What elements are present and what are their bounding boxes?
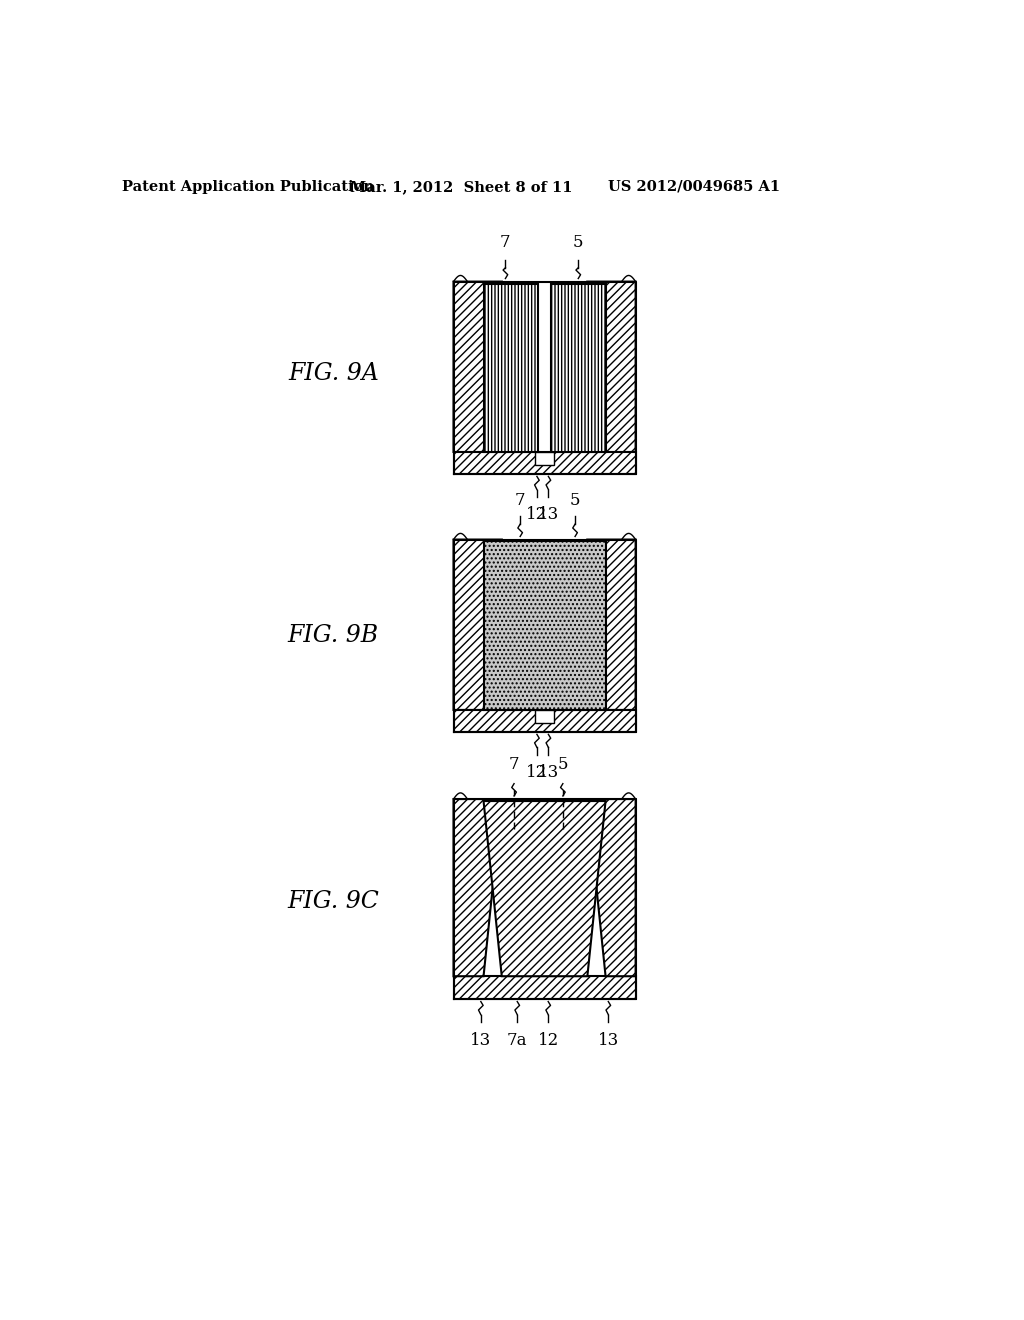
Bar: [483, 284, 539, 451]
Bar: [454, 451, 636, 474]
Text: 5: 5: [573, 234, 584, 251]
Text: 5: 5: [558, 756, 568, 774]
Text: 7: 7: [515, 492, 525, 508]
Polygon shape: [454, 281, 502, 451]
Polygon shape: [588, 540, 636, 710]
Text: 13: 13: [538, 507, 559, 524]
Polygon shape: [454, 540, 502, 710]
Text: FIG. 9B: FIG. 9B: [288, 624, 379, 647]
Text: US 2012/0049685 A1: US 2012/0049685 A1: [607, 180, 780, 194]
Text: 12: 12: [538, 1032, 559, 1048]
Polygon shape: [588, 281, 636, 451]
Bar: [483, 541, 605, 710]
Text: 12: 12: [526, 507, 548, 524]
Text: FIG. 9C: FIG. 9C: [288, 890, 379, 913]
Text: 5: 5: [569, 492, 581, 508]
Bar: [535, 451, 554, 465]
Text: 7: 7: [500, 234, 511, 251]
Text: 13: 13: [538, 764, 559, 781]
Text: Patent Application Publication: Patent Application Publication: [122, 180, 374, 194]
Text: Mar. 1, 2012  Sheet 8 of 11: Mar. 1, 2012 Sheet 8 of 11: [350, 180, 572, 194]
Polygon shape: [588, 799, 636, 977]
Bar: [454, 710, 636, 733]
Text: 12: 12: [526, 764, 548, 781]
Polygon shape: [454, 799, 502, 977]
Text: 7a: 7a: [507, 1032, 527, 1048]
Text: 7: 7: [509, 756, 519, 774]
Text: 13: 13: [470, 1032, 492, 1048]
Text: FIG. 9A: FIG. 9A: [288, 363, 379, 385]
Bar: [454, 977, 636, 999]
Polygon shape: [483, 801, 605, 977]
Text: 13: 13: [598, 1032, 618, 1048]
Bar: [535, 710, 554, 723]
Bar: [551, 284, 605, 451]
